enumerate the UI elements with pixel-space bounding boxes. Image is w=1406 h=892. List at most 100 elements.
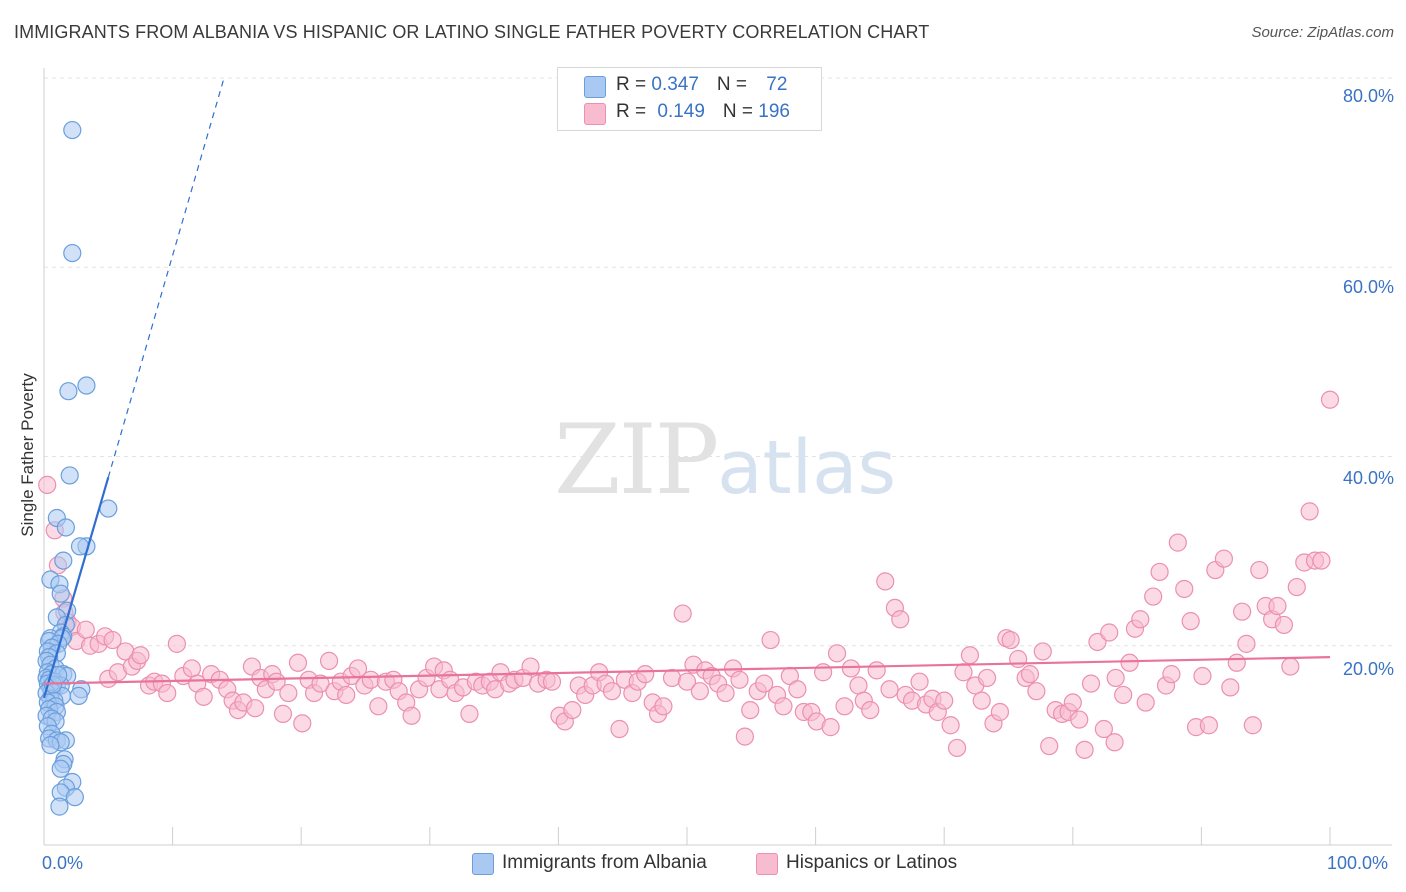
hispanic-point xyxy=(267,672,286,691)
hispanic-point xyxy=(827,644,847,663)
hispanic-point xyxy=(610,719,629,739)
hispanic-point xyxy=(1088,632,1107,652)
hispanic-point xyxy=(1320,390,1340,409)
hispanic-point xyxy=(755,674,774,693)
correlation-legend: R = 0.347 N = 72 R = 0.149 N = 196 xyxy=(557,67,822,131)
y-axis-label: Single Father Poverty xyxy=(18,373,37,537)
hispanic-point xyxy=(288,653,308,672)
hispanic-point xyxy=(861,700,880,720)
legend-label: Hispanics or Latinos xyxy=(786,852,958,873)
r-label: R = xyxy=(616,74,652,95)
y-tick-label: 20.0% xyxy=(1342,659,1394,679)
hispanic-point xyxy=(1199,716,1219,735)
hispanic-point xyxy=(521,657,540,676)
hispanic-point xyxy=(460,704,479,723)
n-label: N = xyxy=(716,74,753,95)
albania-point xyxy=(59,382,78,401)
hispanic-point xyxy=(876,572,895,591)
hispanic-point xyxy=(1227,653,1246,672)
trend-line xyxy=(42,477,110,699)
hispanic-point xyxy=(1120,653,1139,672)
hispanic-point xyxy=(788,680,807,699)
r-label: R = xyxy=(616,101,652,122)
albania-point xyxy=(41,736,60,755)
hispanic-point xyxy=(814,663,833,682)
albania-point xyxy=(69,686,88,706)
hispanic-point xyxy=(1105,733,1124,752)
x-tick-label-max: 100.0% xyxy=(1327,853,1389,873)
n-label: N = xyxy=(722,101,759,122)
hispanic-point xyxy=(1250,560,1269,580)
legend-label: Immigrants from Albania xyxy=(502,852,707,873)
hispanic-point xyxy=(880,680,899,699)
source-credit: Source: ZipAtlas.com xyxy=(1251,24,1394,41)
hispanic-point xyxy=(402,706,421,725)
hispanic-point xyxy=(677,672,697,691)
y-tick-label: 60.0% xyxy=(1342,277,1394,297)
albania-points xyxy=(37,120,118,816)
hispanic-point xyxy=(1150,562,1169,582)
hispanic-point xyxy=(1281,657,1300,676)
hispanic-point xyxy=(690,682,709,701)
hispanic-point xyxy=(954,663,973,682)
watermark-atlas: atlas xyxy=(717,425,897,511)
hispanic-point xyxy=(1131,610,1150,629)
hispanic-point xyxy=(182,659,201,678)
hispanic-point xyxy=(990,702,1010,722)
hispanic-point xyxy=(841,659,861,678)
hispanic-point xyxy=(1100,623,1119,642)
albania-point xyxy=(50,797,69,816)
hispanic-point xyxy=(194,687,213,706)
chart-title: IMMIGRANTS FROM ALBANIA VS HISPANIC OR L… xyxy=(14,22,930,42)
hispanic-point xyxy=(158,683,177,703)
hispanic-point xyxy=(1094,719,1113,739)
hispanic-point xyxy=(849,676,868,695)
hispanic-point xyxy=(1300,502,1319,521)
hispanic-point xyxy=(1168,533,1187,552)
trend-line-extension xyxy=(107,77,225,478)
hispanic-point xyxy=(103,630,122,650)
hispanic-point xyxy=(279,683,298,703)
hispanic-point xyxy=(1268,596,1287,616)
hispanic-point xyxy=(1001,630,1020,650)
n-value: 196 xyxy=(758,101,790,122)
x-tick-label-min: 0.0% xyxy=(42,853,84,873)
hispanic-point xyxy=(730,670,749,689)
hispanic-point xyxy=(1106,668,1125,688)
albania-point xyxy=(77,376,96,395)
albania-point xyxy=(63,120,82,140)
hispanic-point xyxy=(972,691,991,710)
albania-swatch xyxy=(472,853,494,875)
albania-point xyxy=(99,499,118,518)
hispanic-swatch xyxy=(584,103,606,125)
hispanic-point xyxy=(1040,736,1059,756)
hispanic-point xyxy=(741,700,760,720)
y-tick-label: 80.0% xyxy=(1342,86,1394,106)
hispanic-point xyxy=(867,661,886,680)
hispanic-point xyxy=(891,610,910,629)
hispanic-point xyxy=(167,634,186,653)
hispanic-point xyxy=(369,697,388,716)
hispanic-point xyxy=(1181,612,1200,631)
hispanic-point xyxy=(131,646,150,665)
hispanic-point xyxy=(1070,710,1089,729)
hispanic-point xyxy=(563,700,582,720)
y-tick-label: 40.0% xyxy=(1342,468,1394,488)
hispanic-point xyxy=(1162,665,1181,684)
albania-point xyxy=(63,243,82,263)
hispanic-point xyxy=(1287,577,1306,597)
trend-line xyxy=(43,656,1331,685)
hispanic-point xyxy=(941,716,960,735)
hispanic-point xyxy=(761,630,780,650)
hispanic-points xyxy=(38,390,1340,759)
hispanic-point xyxy=(1144,587,1163,606)
n-value: 72 xyxy=(766,74,788,95)
hispanic-swatch xyxy=(756,853,778,875)
hispanic-point xyxy=(602,682,622,701)
hispanic-point xyxy=(1214,549,1234,568)
hispanic-point xyxy=(977,668,997,688)
watermark-zip: ZIP xyxy=(554,404,719,516)
hispanic-point xyxy=(1193,666,1212,686)
hispanic-point xyxy=(910,672,929,691)
hispanic-point xyxy=(1274,615,1294,635)
